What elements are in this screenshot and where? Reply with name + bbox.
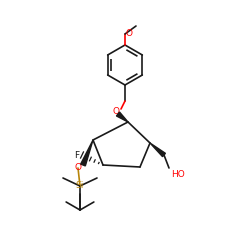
Text: O: O	[126, 30, 133, 38]
Text: O: O	[112, 108, 119, 116]
Polygon shape	[81, 140, 93, 166]
Polygon shape	[150, 143, 166, 157]
Text: O: O	[74, 164, 82, 172]
Text: HO: HO	[171, 170, 185, 179]
Polygon shape	[116, 112, 128, 122]
Text: Si: Si	[76, 182, 84, 190]
Text: F: F	[74, 150, 79, 160]
